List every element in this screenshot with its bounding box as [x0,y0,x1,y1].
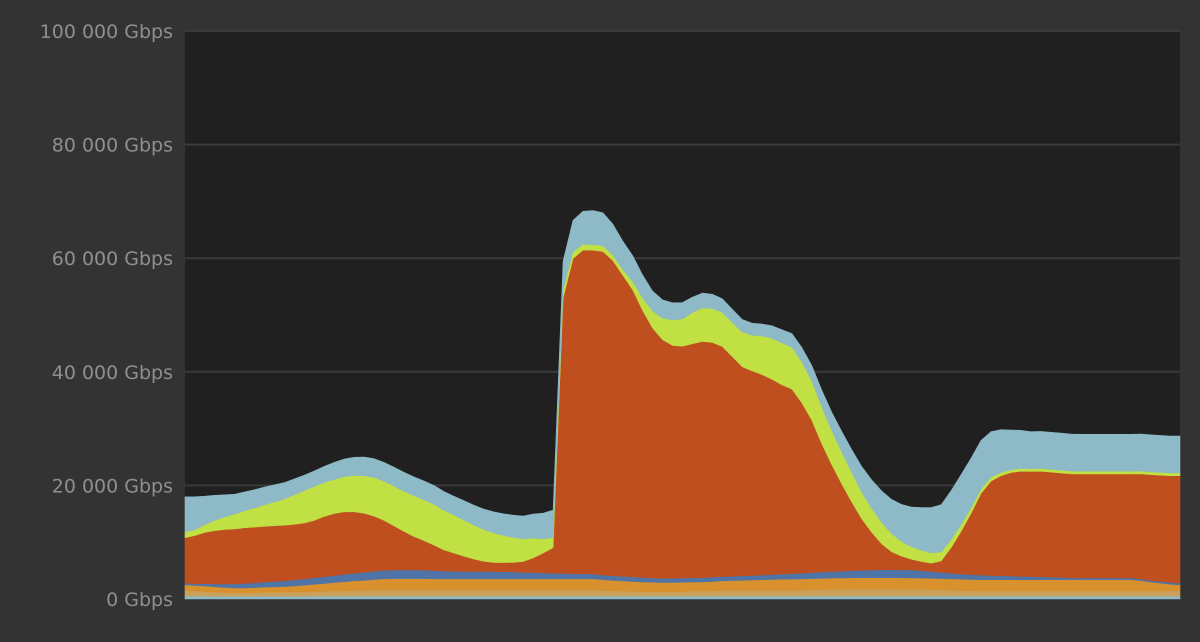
y-tick-label: 60 000 Gbps [52,248,173,270]
y-tick-label: 20 000 Gbps [52,475,173,497]
series-area-7 [184,210,1181,554]
y-tick-label: 40 000 Gbps [52,362,173,384]
y-axis-tick-labels: 0 Gbps 20 000 Gbps 40 000 Gbps 60 000 Gbps 8… [40,21,173,611]
y-tick-label: 80 000 Gbps [52,135,173,157]
y-tick-label: 0 Gbps [106,589,173,611]
y-tick-label: 100 000 Gbps [40,21,173,43]
series-area-1 [184,595,1181,600]
series-areas [184,210,1181,600]
